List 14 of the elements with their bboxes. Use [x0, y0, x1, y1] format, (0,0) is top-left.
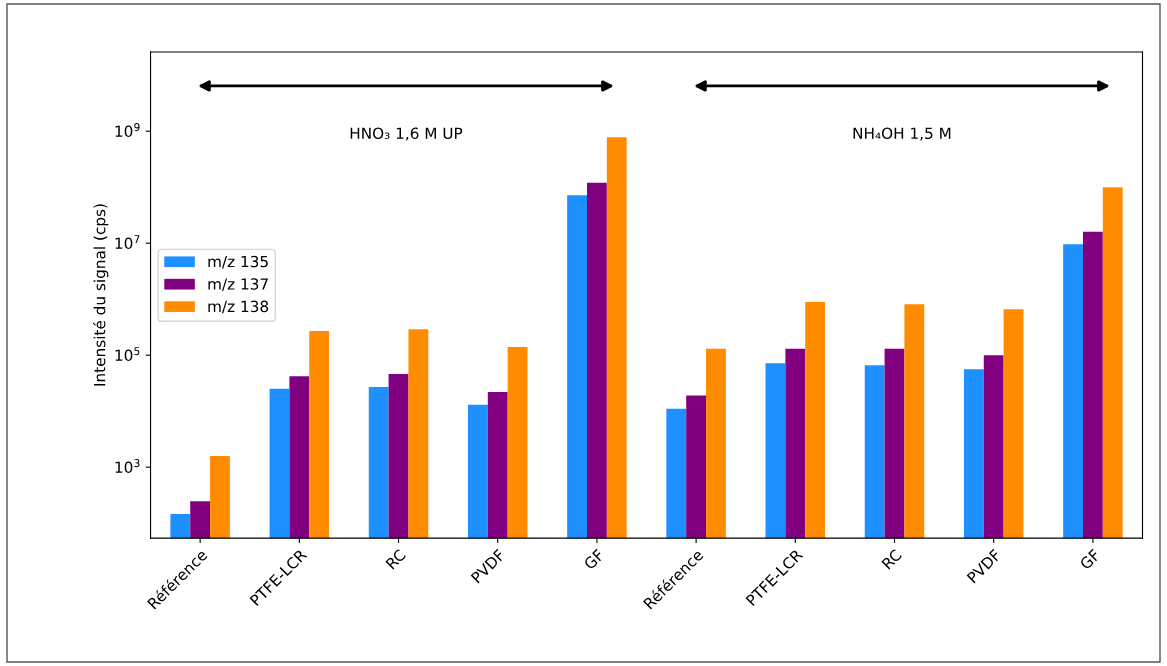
- y-tick-label: 10$^{9}$: [115, 123, 140, 138]
- y-tick-label: 10$^{5}$: [115, 347, 140, 362]
- x-tick-label: GF: [583, 548, 605, 571]
- annotation: NH₄OH 1,5 M: [853, 127, 951, 141]
- x-tick-label: GF: [1079, 548, 1101, 571]
- legend-label: m/z 135: [208, 255, 268, 269]
- x-tick-label: RC: [385, 548, 407, 570]
- legend-label: m/z 137: [208, 278, 268, 291]
- legend-label: m/z 138: [208, 300, 269, 314]
- y-tick-label: 10$^{3}$: [115, 459, 140, 474]
- y-tick-label: 10$^{7}$: [115, 235, 140, 250]
- y-axis-title: Intensité du signal (cps): [92, 204, 109, 386]
- annotation: HNO₃ 1,6 M UP: [350, 127, 463, 141]
- x-tick-label: RC: [881, 548, 903, 570]
